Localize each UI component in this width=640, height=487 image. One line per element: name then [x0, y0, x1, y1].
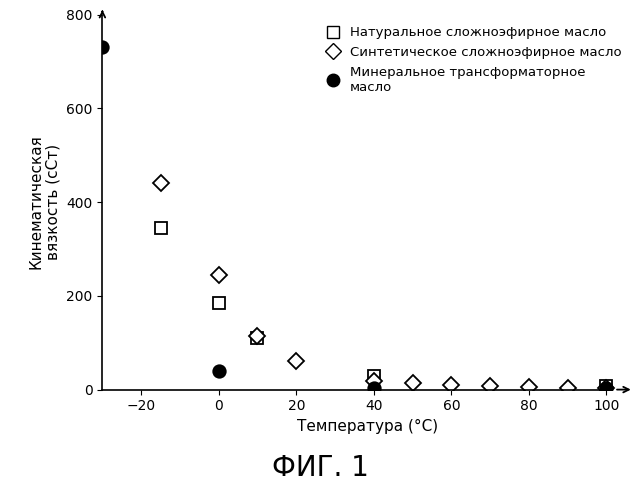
Y-axis label: Кинематическая
вязкость (сСт): Кинематическая вязкость (сСт): [28, 135, 61, 269]
X-axis label: Температура (°C): Температура (°C): [298, 419, 438, 434]
Text: ФИГ. 1: ФИГ. 1: [271, 454, 369, 482]
Legend: Натуральное сложноэфирное масло, Синтетическое сложноэфирное масло, Минеральное : Натуральное сложноэфирное масло, Синтети…: [314, 21, 627, 99]
